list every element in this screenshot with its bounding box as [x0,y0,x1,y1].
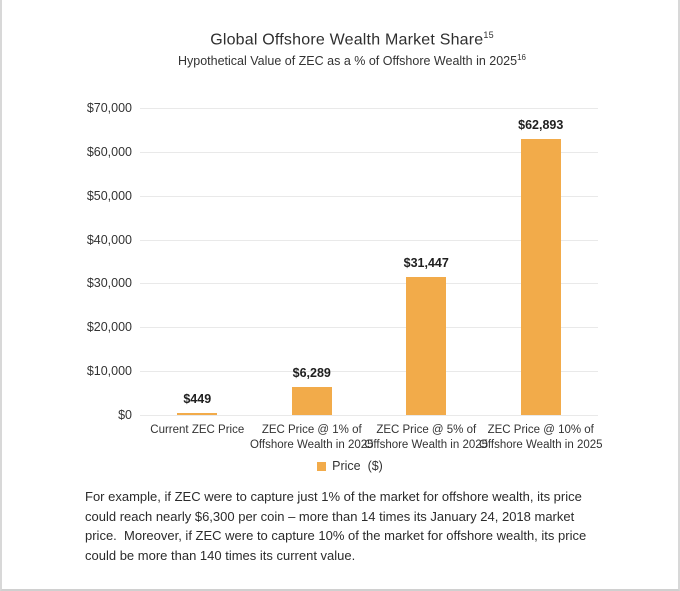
bar-value-label: $62,893 [518,118,564,133]
x-axis-category-label: ZEC Price @ 5% of Offshore Wealth in 202… [364,424,489,451]
chart-title: Global Offshore Wealth Market Share15 [12,30,680,49]
y-axis-tick-label: $70,000 [86,101,132,115]
price-bar [406,277,447,415]
chart-title-footnote: 15 [483,30,494,40]
bar-value-label: $6,289 [292,366,331,381]
y-axis-tick-label: $0 [118,408,132,422]
gridline [140,151,598,153]
gridline [140,415,598,416]
gridline [140,195,598,197]
chart-subtitle-footnote: 16 [517,53,526,63]
x-axis-category-label: Current ZEC Price [150,424,245,436]
gridline [140,108,598,109]
y-axis-tick-label: $60,000 [86,144,132,159]
y-axis-tick-label: $40,000 [86,232,132,247]
gridline [140,283,598,285]
gridline [140,327,598,329]
x-axis-category-label: ZEC Price @ 10% of Offshore Wealth in 20… [478,424,603,451]
gridline [140,239,598,241]
y-axis-tick-label: $50,000 [86,188,132,203]
chart-title-text: Global Offshore Wealth Market Share [210,31,484,49]
bar-value-label: $449 [183,392,212,406]
legend-swatch-icon [317,461,327,471]
y-axis-tick-label: $20,000 [86,320,132,335]
caption-text: For example, if ZEC were to capture just… [85,489,590,563]
price-bar [177,413,218,415]
chart-legend: Price ($) [10,459,680,473]
chart-header: Global Offshore Wealth Market Share15 Hy… [12,30,680,68]
bar-value-label: $31,447 [403,256,449,271]
legend-label: Price ($) [332,459,383,473]
chart-subtitle: Hypothetical Value of ZEC as a % of Offs… [12,53,680,68]
price-bar [291,387,332,415]
gridline [140,371,598,373]
y-axis-tick-label: $10,000 [86,364,132,379]
y-axis-tick-label: $30,000 [86,276,132,291]
chart-subtitle-text: Hypothetical Value of ZEC as a % of Offs… [178,54,518,69]
price-bar [520,139,561,415]
x-axis-category-label: ZEC Price @ 1% of Offshore Wealth in 202… [249,424,374,451]
